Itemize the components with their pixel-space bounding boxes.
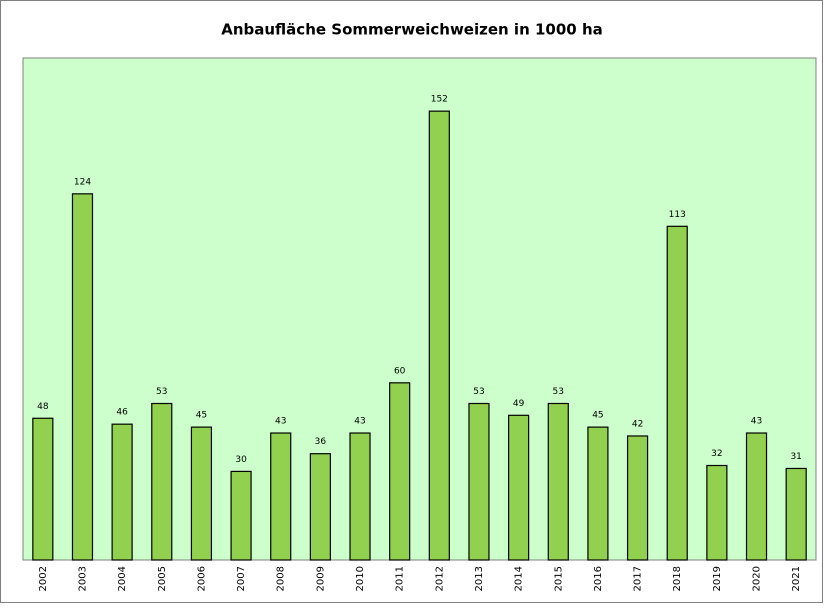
x-tick-label: 2012: [434, 566, 445, 591]
bar: [349, 432, 371, 561]
bar: [508, 414, 530, 561]
bar: [745, 432, 768, 561]
chart-title: Anbaufläche Sommerweichweizen in 1000 ha: [221, 21, 603, 39]
bar: [270, 432, 292, 561]
x-tick-label: 2019: [712, 566, 723, 591]
x-tick-label: 2011: [395, 566, 406, 591]
x-tick-label: 2020: [752, 566, 763, 591]
bar: [32, 417, 54, 561]
x-tick-label: 2016: [593, 566, 604, 591]
x-tick-label: 2009: [315, 566, 326, 591]
value-label: 36: [315, 437, 327, 447]
bar: [389, 382, 411, 561]
value-label: 43: [354, 417, 365, 427]
value-label: 53: [156, 387, 167, 397]
bar: [706, 464, 728, 561]
bar: [190, 426, 213, 561]
value-label: 32: [711, 449, 722, 459]
value-label: 48: [37, 402, 49, 412]
x-tick-label: 2015: [553, 566, 564, 591]
value-label: 53: [473, 387, 484, 397]
value-label: 30: [235, 455, 247, 465]
x-tick-label: 2007: [236, 566, 247, 591]
x-tick-label: 2017: [633, 566, 644, 591]
bar: [428, 110, 450, 561]
x-tick-label: 2005: [157, 566, 168, 591]
value-label: 43: [751, 417, 762, 427]
x-tick-label: 2021: [791, 566, 802, 591]
x-tick-label: 2003: [77, 566, 88, 591]
bar: [230, 470, 252, 561]
bar: [626, 435, 649, 561]
value-label: 152: [431, 95, 448, 105]
x-tick-label: 2018: [672, 566, 683, 591]
bar: [151, 402, 173, 561]
value-label: 45: [196, 411, 207, 421]
x-tick-label: 2013: [474, 566, 485, 591]
x-tick-label: 2006: [196, 566, 207, 591]
value-label: 42: [632, 419, 643, 429]
value-label: 43: [275, 417, 286, 427]
bar: [587, 426, 609, 561]
x-tick-label: 2004: [117, 566, 128, 591]
x-tick-label: 2002: [38, 566, 49, 591]
value-label: 60: [394, 366, 406, 376]
value-label: 113: [669, 210, 686, 220]
x-tick-label: 2010: [355, 566, 366, 591]
x-tick-label: 2014: [514, 566, 525, 591]
value-label: 45: [592, 411, 603, 421]
bar: [666, 225, 688, 561]
bar: [468, 402, 490, 561]
bar: [71, 193, 94, 561]
bar: [785, 467, 807, 561]
value-label: 49: [513, 399, 525, 409]
bar: [547, 402, 569, 561]
plot-area: [22, 57, 817, 561]
bar: [111, 423, 133, 561]
x-tick-label: 2008: [276, 566, 287, 591]
value-label: 31: [790, 452, 801, 462]
bar: [309, 453, 331, 561]
value-label: 53: [553, 387, 564, 397]
value-label: 124: [74, 177, 91, 187]
value-label: 46: [116, 408, 128, 418]
